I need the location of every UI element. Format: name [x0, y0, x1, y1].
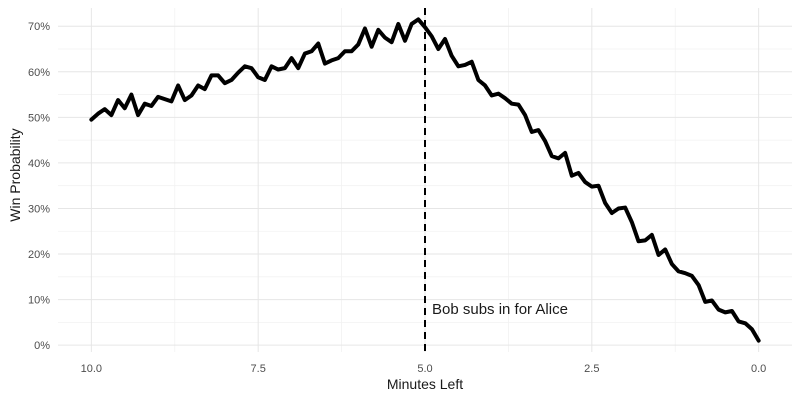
- y-tick-label: 20%: [28, 249, 50, 261]
- y-tick-label: 0%: [34, 340, 50, 352]
- annotation-layer: Bob subs in for Alice: [424, 8, 568, 352]
- series-layer: [89, 17, 761, 343]
- y-tick-label: 50%: [28, 112, 50, 124]
- x-tick-label: 2.5: [584, 363, 599, 375]
- y-axis-title: Win Probability: [7, 128, 23, 221]
- y-tick-label: 70%: [28, 21, 50, 33]
- y-tick-label: 40%: [28, 158, 50, 170]
- x-tick-label: 0.0: [751, 363, 766, 375]
- x-tick-label: 7.5: [251, 363, 266, 375]
- series-line-0: [89, 17, 761, 343]
- annotation-label: Bob subs in for Alice: [432, 301, 568, 318]
- y-tick-label: 10%: [28, 295, 50, 307]
- x-tick-label: 10.0: [81, 363, 102, 375]
- x-axis-title: Minutes Left: [387, 376, 463, 392]
- y-tick-label: 60%: [28, 67, 50, 79]
- y-tick-labels: 0% 10% 20% 30% 40% 50% 60% 70%: [28, 21, 50, 352]
- x-tick-label: 5.0: [417, 363, 432, 375]
- x-tick-labels: 10.0 7.5 5.0 2.5 0.0: [81, 363, 767, 375]
- y-tick-label: 30%: [28, 203, 50, 215]
